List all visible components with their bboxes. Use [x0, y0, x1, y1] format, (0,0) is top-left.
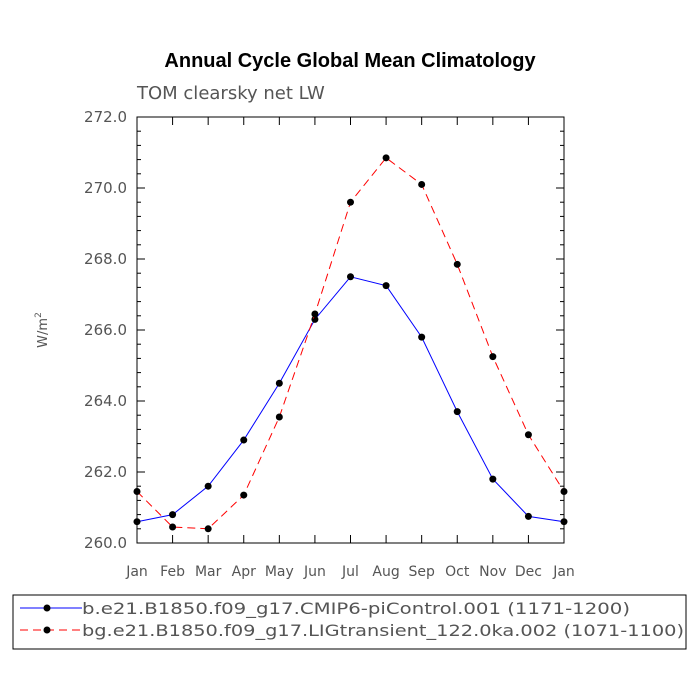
series-2-point	[418, 180, 426, 188]
legend: b.e21.B1850.f09_g17.CMIP6-piControl.001 …	[20, 599, 684, 641]
series-1-point	[133, 518, 141, 526]
x-tick-label: Apr	[232, 564, 256, 580]
series-1-point	[347, 273, 354, 281]
x-tick-label: Nov	[479, 564, 506, 580]
y-axis-label: W/m2	[34, 312, 51, 348]
chart-title: Annual Cycle Global Mean Climatology	[164, 50, 536, 72]
legend-label-1: b.e21.B1850.f09_g17.CMIP6-piControl.001 …	[82, 599, 630, 619]
series-2-point	[453, 260, 461, 268]
x-tick-label: Aug	[372, 564, 399, 580]
series-2-point	[169, 523, 177, 531]
series-2-point	[275, 413, 283, 421]
y-tick-label: 262.0	[84, 463, 127, 481]
x-tick-labels: Jan Feb Mar Apr May Jun Jul Aug Sep Oct Nov Dec Jan	[125, 564, 575, 580]
plot-frame	[136, 116, 565, 544]
series-1-point	[489, 475, 497, 483]
series-1-point	[275, 379, 283, 387]
x-tick-label: May	[265, 564, 294, 580]
series-1-point	[240, 436, 248, 444]
series-2-point	[311, 310, 319, 318]
y-tick-label: 260.0	[84, 534, 127, 552]
legend-box	[12, 594, 687, 650]
series-1-point	[453, 408, 461, 416]
series-2-point	[347, 198, 354, 206]
series-2-point	[524, 431, 532, 439]
series-line-2	[136, 157, 565, 530]
x-tick-label: Sep	[408, 564, 435, 580]
x-tick-label: Jul	[341, 564, 359, 580]
series-1-point	[418, 333, 426, 341]
x-tick-label: Mar	[195, 564, 222, 580]
x-tick-label: Jan	[552, 564, 575, 580]
y-tick-labels: 260.0 262.0 264.0 266.0 268.0 270.0 272.0	[84, 108, 127, 552]
series-layer	[133, 154, 568, 533]
series-1-point	[560, 518, 568, 526]
chart-subtitle: TOM clearsky net LW	[136, 83, 325, 104]
series-line-1	[136, 276, 565, 523]
y-tick-label: 268.0	[84, 250, 127, 268]
x-tick-label: Jan	[125, 564, 148, 580]
x-tick-label: Jun	[303, 564, 326, 580]
legend-marker-1	[43, 604, 51, 612]
series-1-point	[169, 511, 177, 519]
series-1-point	[524, 512, 532, 520]
x-tick-label: Dec	[515, 564, 542, 580]
legend-marker-2	[43, 626, 51, 634]
series-1-point	[382, 282, 390, 290]
series-2-point	[382, 154, 390, 162]
y-tick-label: 270.0	[84, 179, 127, 197]
series-2-point	[204, 525, 212, 533]
series-2-point	[560, 488, 568, 496]
x-tick-label: Oct	[445, 564, 470, 580]
series-1-point	[204, 482, 212, 490]
series-2-point	[133, 488, 141, 496]
x-tick-label: Feb	[160, 564, 185, 580]
y-tick-label: 264.0	[84, 392, 127, 410]
y-axis-label-base: W/m	[36, 318, 51, 348]
legend-label-2: bg.e21.B1850.f09_g17.LIGtransient_122.0k…	[82, 621, 684, 641]
y-tick-label: 272.0	[84, 108, 127, 126]
series-2-point	[240, 491, 248, 499]
axis-ticks	[136, 116, 565, 544]
series-2-point	[489, 353, 497, 361]
y-axis-label-sup: 2	[34, 312, 44, 318]
y-tick-label: 266.0	[84, 321, 127, 339]
